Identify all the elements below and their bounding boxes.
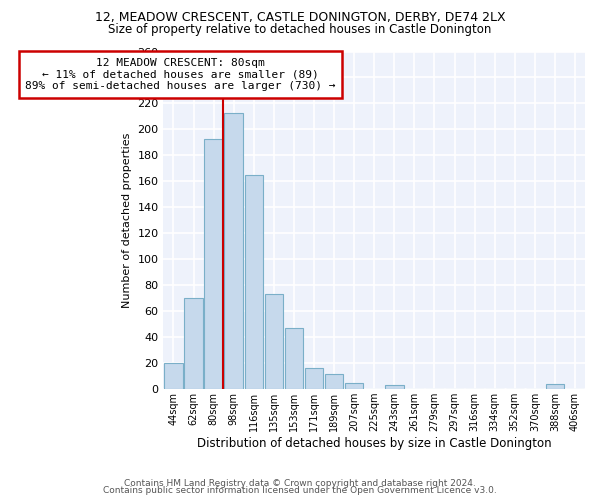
Text: 12, MEADOW CRESCENT, CASTLE DONINGTON, DERBY, DE74 2LX: 12, MEADOW CRESCENT, CASTLE DONINGTON, D… [95,11,505,24]
Text: Contains HM Land Registry data © Crown copyright and database right 2024.: Contains HM Land Registry data © Crown c… [124,478,476,488]
Bar [345,382,364,389]
Text: Size of property relative to detached houses in Castle Donington: Size of property relative to detached ho… [109,22,491,36]
Bar [305,368,323,389]
Bar [265,294,283,389]
Text: Contains public sector information licensed under the Open Government Licence v3: Contains public sector information licen… [103,486,497,495]
Text: 12 MEADOW CRESCENT: 80sqm
← 11% of detached houses are smaller (89)
89% of semi-: 12 MEADOW CRESCENT: 80sqm ← 11% of detac… [25,58,336,91]
Bar [245,175,263,389]
Bar [545,384,564,389]
Bar [325,374,343,389]
Bar [284,328,303,389]
Bar [224,112,243,389]
Bar [184,298,203,389]
Bar [164,363,183,389]
Bar [385,386,404,389]
Bar [205,138,223,389]
X-axis label: Distribution of detached houses by size in Castle Donington: Distribution of detached houses by size … [197,437,551,450]
Y-axis label: Number of detached properties: Number of detached properties [122,132,132,308]
